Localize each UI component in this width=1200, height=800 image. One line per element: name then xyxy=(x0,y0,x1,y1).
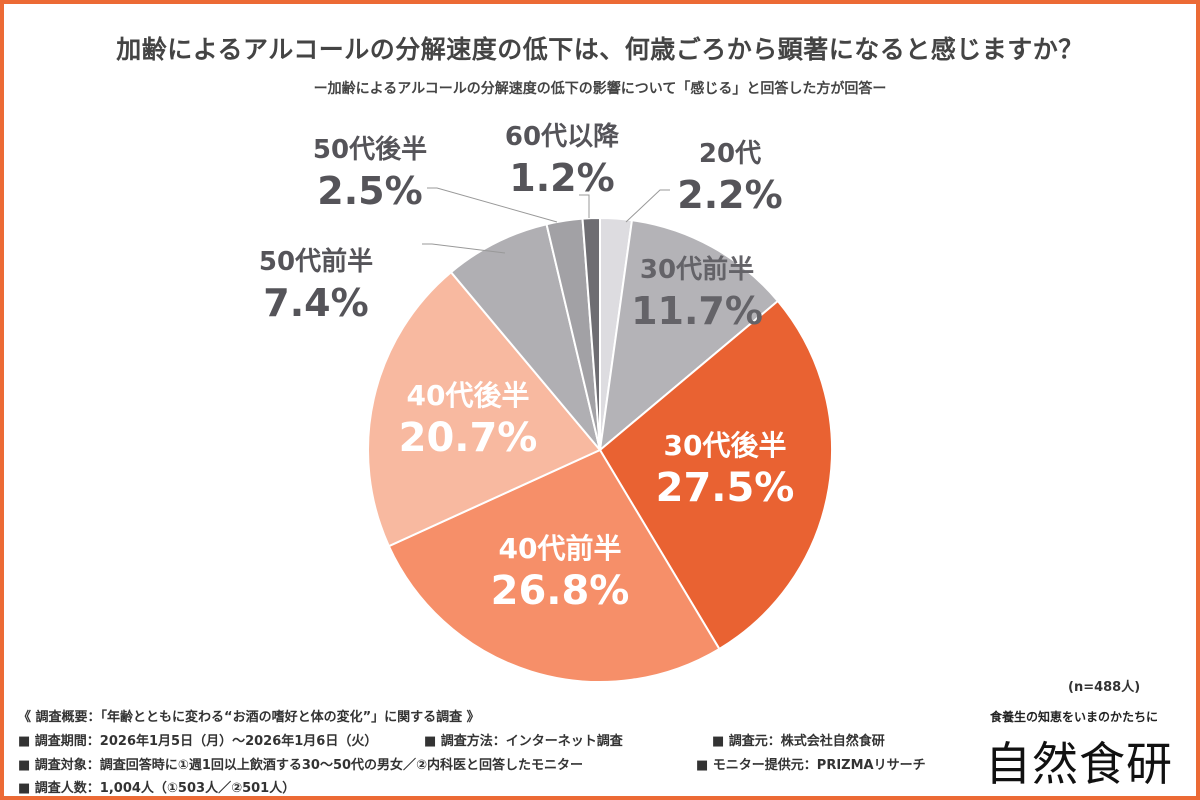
brand-tagline: 食養生の知恵をいまのかたちに xyxy=(990,710,1159,724)
pie-slice xyxy=(598,299,833,651)
survey-source: ■ 調査元：株式会社自然食研 xyxy=(712,734,885,749)
slice-value: 2.5% xyxy=(317,169,422,213)
leader-line xyxy=(427,187,558,223)
pie-slice xyxy=(387,448,721,683)
pie-slice xyxy=(598,219,780,453)
chart-title: 加齢によるアルコールの分解速度の低下は、何歳ごろから顕著になると感じますか？ xyxy=(116,35,1084,64)
survey-period: ■ 調査期間：2026年1月5日（月）～2026年1月6日（火） xyxy=(18,734,378,749)
slice-label: 30代前半 xyxy=(640,254,754,285)
sample-size: (n=488人) xyxy=(1068,680,1141,695)
leader-line xyxy=(579,194,590,218)
survey-provider: ■ モニター提供元：PRIZMAリサーチ xyxy=(696,758,926,773)
leader-line xyxy=(422,243,506,254)
pie-slice xyxy=(449,223,601,451)
survey-method: ■ 調査方法：インターネット調査 xyxy=(424,734,623,749)
survey-target: ■ 調査対象：調査回答時に①週1回以上飲酒する30～50代の男女／②内科医と回答… xyxy=(18,758,584,773)
slice-label: 40代前半 xyxy=(499,532,622,565)
leader-line xyxy=(625,189,670,223)
slice-value: 20.7% xyxy=(399,415,538,461)
survey-overview: 《 調査概要：「年齢とともに変わる“お酒の嗜好と体の変化”」に関する調査 》 xyxy=(18,710,480,725)
pie-slice xyxy=(581,216,601,451)
slice-label: 50代前半 xyxy=(259,246,373,277)
slice-value: 27.5% xyxy=(656,465,795,511)
slice-label: 60代以降 xyxy=(505,122,620,152)
slice-label: 30代後半 xyxy=(664,429,787,462)
brand-logo: 自然食研 xyxy=(985,737,1173,791)
slice-label: 20代 xyxy=(699,139,761,169)
slice-value: 26.8% xyxy=(491,568,630,614)
pie-slice xyxy=(367,270,602,548)
slice-value: 11.7% xyxy=(631,289,763,333)
chart-subtitle: ー加齢によるアルコールの分解速度の低下の影響について「感じる」と回答した方が回答… xyxy=(313,81,887,97)
slice-value: 2.2% xyxy=(677,173,782,217)
survey-count: ■ 調査人数：1,004人（①503人／②501人） xyxy=(18,781,296,796)
slice-label: 50代後半 xyxy=(313,134,427,165)
slice-value: 7.4% xyxy=(263,281,368,325)
slice-value: 1.2% xyxy=(509,156,614,200)
slice-label: 40代後半 xyxy=(407,379,530,412)
